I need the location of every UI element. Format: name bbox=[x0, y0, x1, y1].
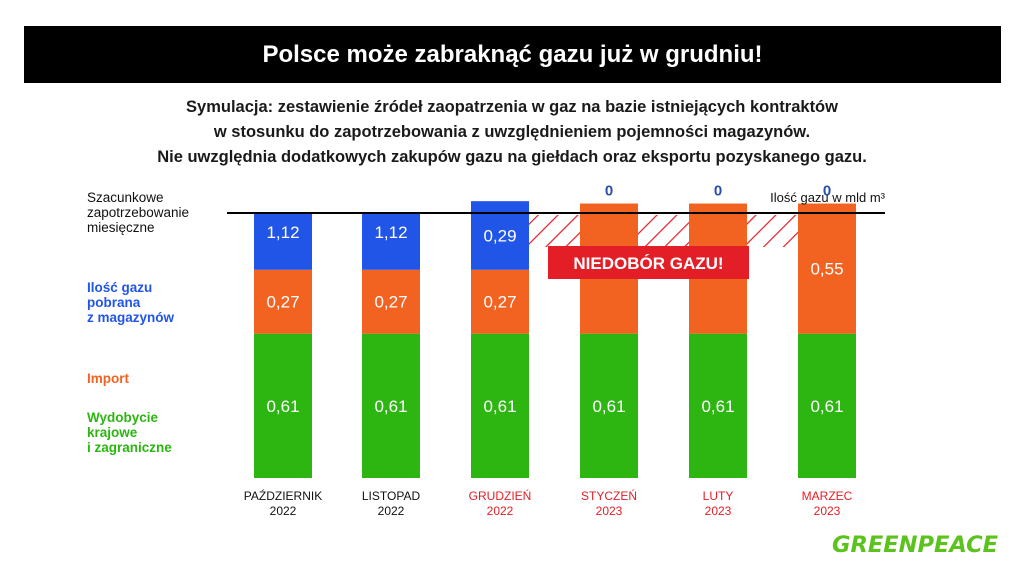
category-month-label: MARZEC bbox=[802, 489, 853, 503]
data-label-import: 0,55 bbox=[810, 260, 843, 279]
bar-domestic bbox=[580, 333, 638, 478]
bar-import bbox=[471, 269, 529, 334]
subtitle: Symulacja: zestawienie źródeł zaopatrzen… bbox=[0, 95, 1024, 170]
data-label-storage: 1,12 bbox=[266, 223, 299, 242]
bar-domestic bbox=[254, 333, 312, 478]
legend-demand: Szacunkowe bbox=[87, 190, 164, 205]
data-label-import: 0,27 bbox=[374, 293, 407, 312]
data-label-storage-zero: 0 bbox=[823, 183, 831, 200]
bar-storage bbox=[254, 213, 312, 270]
legend-storage: z magazynów bbox=[87, 310, 175, 325]
bar-domestic bbox=[689, 333, 747, 478]
data-label-storage: 1,12 bbox=[374, 223, 407, 242]
category-year-label: 2023 bbox=[596, 504, 623, 518]
bar-import bbox=[362, 269, 420, 334]
legend-domestic: i zagraniczne bbox=[87, 440, 172, 455]
data-label-domestic: 0,61 bbox=[483, 397, 516, 416]
data-label-domestic: 0,61 bbox=[374, 397, 407, 416]
shortage-label: NIEDOBÓR GAZU! bbox=[573, 254, 723, 273]
data-label-domestic: 0,61 bbox=[810, 397, 843, 416]
bar-domestic bbox=[798, 333, 856, 478]
bar-domestic bbox=[471, 333, 529, 478]
data-label-storage-zero: 0 bbox=[605, 183, 613, 200]
shortage-hatch-area bbox=[471, 215, 856, 248]
legend-domestic: krajowe bbox=[87, 425, 138, 440]
subtitle-line-3: Nie uwzględnia dodatkowych zakupów gazu … bbox=[157, 148, 867, 166]
data-label-domestic: 0,61 bbox=[266, 397, 299, 416]
bar-import bbox=[798, 203, 856, 334]
unit-label: Ilość gazu w mld m³ bbox=[770, 190, 886, 205]
data-label-storage-zero: 0 bbox=[714, 183, 722, 200]
category-month-label: PAŹDZIERNIK bbox=[244, 488, 322, 503]
data-label-storage: 0,29 bbox=[483, 226, 516, 245]
category-month-label: LISTOPAD bbox=[362, 489, 421, 503]
legend-demand: zapotrzebowanie bbox=[87, 205, 189, 220]
category-year-label: 2022 bbox=[487, 504, 514, 518]
legend-storage: Ilość gazu bbox=[87, 280, 152, 295]
data-label-domestic: 0,61 bbox=[592, 397, 625, 416]
data-label-domestic: 0,61 bbox=[701, 397, 734, 416]
category-year-label: 2022 bbox=[270, 504, 297, 518]
category-year-label: 2023 bbox=[814, 504, 841, 518]
bar-storage bbox=[362, 213, 420, 270]
bar-domestic bbox=[362, 333, 420, 478]
category-year-label: 2022 bbox=[378, 504, 405, 518]
legend-domestic: Wydobycie bbox=[87, 410, 159, 425]
page-title: Polsce może zabraknąć gazu już w grudniu… bbox=[24, 26, 1001, 83]
legend-storage: pobrana bbox=[87, 295, 141, 310]
category-month-label: GRUDZIEŃ bbox=[469, 488, 532, 503]
category-month-label: STYCZEŃ bbox=[581, 488, 637, 503]
legend-demand: miesięczne bbox=[87, 220, 155, 235]
data-label-import: 0,27 bbox=[483, 293, 516, 312]
bar-import bbox=[254, 269, 312, 334]
subtitle-line-2: w stosunku do zapotrzebowania z uwzględn… bbox=[213, 123, 811, 141]
subtitle-line-1: Symulacja: zestawienie źródeł zaopatrzen… bbox=[186, 98, 838, 116]
svg-text:GREENPEACE: GREENPEACE bbox=[832, 533, 998, 557]
greenpeace-logo: GREENPEACE bbox=[832, 533, 998, 557]
legend-import: Import bbox=[87, 371, 130, 386]
data-label-import: 0,27 bbox=[266, 293, 299, 312]
category-month-label: LUTY bbox=[703, 489, 734, 503]
shortage-badge bbox=[548, 246, 749, 279]
category-year-label: 2023 bbox=[705, 504, 732, 518]
